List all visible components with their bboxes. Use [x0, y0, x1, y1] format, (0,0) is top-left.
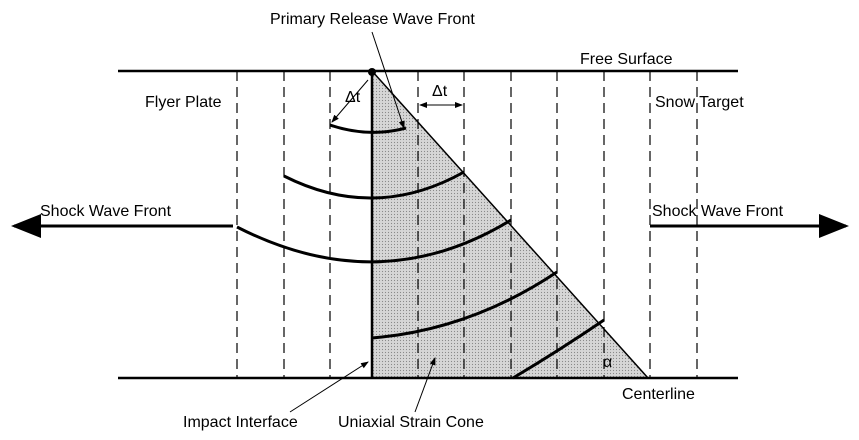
- label: Centerline: [622, 386, 695, 403]
- label: Shock Wave Front: [652, 203, 784, 220]
- label: Shock Wave Front: [40, 203, 172, 220]
- label: α: [603, 354, 612, 371]
- label: Uniaxial Strain Cone: [338, 414, 484, 431]
- label: Free Surface: [580, 51, 673, 68]
- label: Impact Interface: [183, 414, 298, 431]
- label: Δt: [345, 89, 361, 106]
- label: Flyer Plate: [145, 94, 222, 111]
- label: Δt: [432, 83, 448, 100]
- label: Snow Target: [655, 94, 744, 111]
- label: Primary Release Wave Front: [270, 11, 475, 28]
- leaders: [289, 31, 463, 413]
- apex: [368, 68, 376, 76]
- shock-arcs: [236, 123, 605, 380]
